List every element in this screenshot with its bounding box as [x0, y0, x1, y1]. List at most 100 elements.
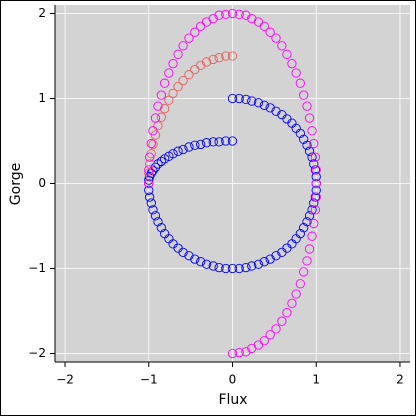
point: [295, 78, 305, 88]
point: [304, 211, 315, 221]
point: [299, 223, 309, 233]
point: [307, 231, 317, 241]
point: [265, 27, 275, 37]
point: [190, 64, 200, 75]
point: [178, 144, 188, 155]
point: [184, 70, 194, 80]
point: [311, 178, 321, 189]
y-tick-label: 1: [38, 91, 46, 105]
point: [144, 175, 154, 185]
y-tick-label: 2: [38, 6, 46, 20]
x-tick-label: 0: [229, 373, 237, 387]
y-axis-title: Gorge: [8, 163, 24, 205]
point: [148, 126, 158, 136]
point: [144, 185, 154, 195]
point: [196, 139, 206, 150]
point: [309, 198, 319, 208]
point: [247, 96, 257, 106]
point: [178, 76, 188, 86]
point: [295, 279, 305, 289]
point: [302, 140, 312, 150]
x-tick-label: 2: [396, 373, 404, 387]
point: [309, 159, 319, 169]
point: [277, 316, 287, 326]
point: [299, 90, 309, 100]
point: [221, 136, 231, 146]
point: [146, 198, 156, 208]
x-tick-label: 1: [312, 373, 320, 387]
point: [173, 49, 183, 59]
point: [168, 149, 178, 159]
point: [259, 100, 269, 110]
point: [253, 98, 264, 108]
point: [271, 106, 281, 116]
point: [227, 136, 238, 146]
point: [148, 205, 158, 215]
point: [168, 88, 178, 99]
point: [265, 103, 275, 113]
point: [196, 257, 206, 267]
point: [168, 59, 178, 69]
point: [190, 254, 200, 264]
point: [156, 223, 166, 233]
point: [201, 138, 212, 148]
point: [277, 247, 287, 258]
point: [234, 9, 244, 20]
point: [184, 142, 194, 152]
point: [221, 51, 231, 61]
point: [227, 8, 238, 19]
point: [150, 162, 161, 173]
point: [184, 33, 194, 43]
point: [156, 90, 166, 100]
point: [311, 172, 321, 182]
point: [196, 21, 206, 31]
point: [277, 41, 287, 51]
point: [201, 259, 212, 269]
point: [144, 192, 155, 202]
point: [221, 263, 231, 274]
x-tick-label: −1: [140, 373, 158, 387]
point: [271, 33, 281, 43]
point: [304, 113, 315, 123]
point: [304, 244, 315, 254]
point: [307, 205, 317, 215]
point: [150, 113, 161, 123]
point: [184, 251, 194, 261]
point: [173, 81, 183, 92]
point: [214, 262, 224, 273]
point: [221, 9, 231, 20]
y-tick-label: 0: [38, 176, 46, 190]
point: [160, 78, 170, 88]
point: [144, 159, 155, 169]
point: [153, 217, 163, 227]
point: [201, 57, 212, 67]
point: [309, 138, 319, 149]
point: [282, 308, 292, 318]
point: [208, 261, 218, 271]
point: [282, 49, 292, 59]
point: [178, 41, 188, 51]
point: [144, 152, 155, 162]
x-axis-title: Flux: [218, 392, 247, 408]
point: [227, 348, 238, 359]
point: [259, 257, 269, 267]
point: [241, 262, 251, 273]
point: [304, 146, 315, 156]
point: [307, 126, 317, 136]
point: [156, 156, 166, 167]
point: [227, 263, 238, 274]
point: [160, 104, 170, 114]
point: [156, 112, 166, 122]
point: [271, 324, 281, 334]
point: [309, 218, 319, 229]
point: [227, 51, 238, 61]
point: [241, 94, 251, 105]
point: [208, 54, 218, 65]
point: [190, 27, 200, 37]
point: [287, 59, 297, 69]
point: [144, 165, 154, 175]
point: [214, 53, 224, 63]
point: [234, 93, 244, 104]
point: [310, 205, 321, 215]
point: [247, 261, 257, 271]
